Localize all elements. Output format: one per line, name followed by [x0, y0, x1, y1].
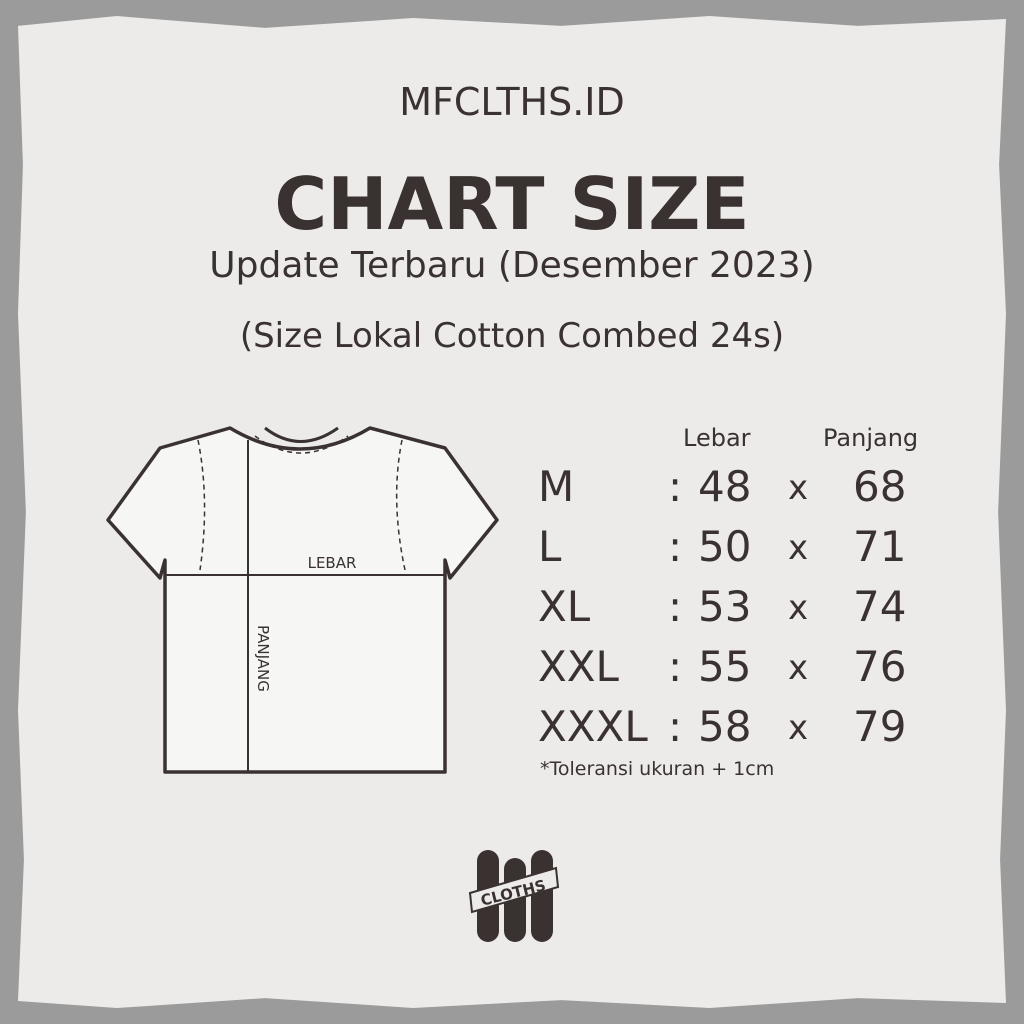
subtitle-fabric: (Size Lokal Cotton Combed 24s): [239, 316, 785, 356]
times-sign: x: [788, 648, 809, 688]
header-width: Lebar: [683, 424, 751, 452]
width-value: 53: [698, 582, 752, 631]
length-value: 68: [853, 462, 907, 511]
times-sign: x: [788, 588, 809, 628]
size-label: XXL: [538, 642, 619, 691]
separator: :: [668, 702, 683, 751]
width-value: 50: [698, 522, 752, 571]
times-sign: x: [788, 528, 809, 568]
length-label: PANJANG: [254, 625, 272, 692]
tolerance-note: *Toleransi ukuran + 1cm: [540, 758, 775, 780]
collar: [264, 426, 339, 443]
times-sign: x: [788, 708, 809, 748]
length-value: 71: [853, 522, 907, 571]
collar-stitch: [254, 435, 349, 454]
width-value: 48: [698, 462, 752, 511]
subtitle: Update Terbaru (Desember 2023): [209, 245, 815, 286]
length-value: 79: [853, 702, 907, 751]
size-label: XL: [538, 582, 591, 631]
width-value: 58: [698, 702, 752, 751]
length-value: 74: [853, 582, 907, 631]
separator: :: [668, 522, 683, 571]
separator: :: [668, 642, 683, 691]
separator: :: [668, 462, 683, 511]
width-label: LEBAR: [308, 554, 357, 572]
separator: :: [668, 582, 683, 631]
sleeve-seam-right: [395, 439, 406, 571]
header-length: Panjang: [823, 424, 919, 452]
times-sign: x: [788, 468, 809, 508]
size-label: M: [538, 462, 575, 511]
length-value: 76: [853, 642, 907, 691]
brand-name: MFCLTHS.ID: [399, 80, 625, 124]
width-value: 55: [698, 642, 752, 691]
page-title: CHART SIZE: [274, 162, 750, 246]
size-label: L: [538, 522, 562, 571]
size-label: XXXL: [538, 702, 648, 751]
sleeve-seam-left: [197, 439, 206, 571]
